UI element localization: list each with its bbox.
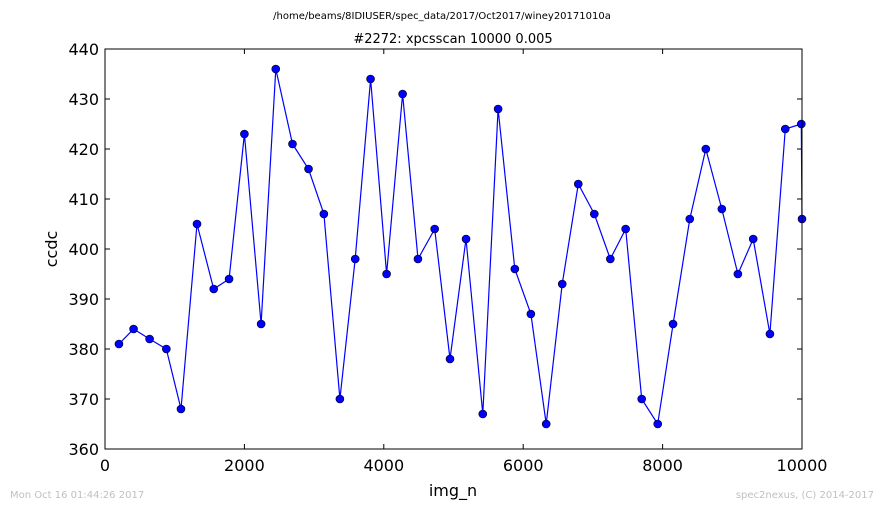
data-point bbox=[797, 119, 806, 129]
data-point bbox=[129, 324, 138, 334]
data-point bbox=[606, 254, 615, 264]
y-tick-label: 420 bbox=[68, 140, 99, 159]
data-point bbox=[162, 344, 171, 354]
y-tick-label: 430 bbox=[68, 90, 99, 109]
data-point bbox=[288, 139, 297, 149]
y-tick-label: 390 bbox=[68, 290, 99, 309]
data-point bbox=[224, 274, 234, 284]
y-tick-label: 380 bbox=[68, 340, 99, 359]
data-point bbox=[557, 279, 567, 289]
data-point bbox=[701, 144, 711, 154]
series-line bbox=[118, 68, 803, 426]
data-point bbox=[145, 334, 154, 344]
data-point bbox=[541, 419, 551, 429]
data-point bbox=[256, 319, 266, 329]
data-point bbox=[733, 269, 743, 279]
data-point bbox=[478, 409, 488, 419]
data-point bbox=[621, 224, 630, 234]
x-tick-label: 2000 bbox=[224, 456, 265, 475]
data-point bbox=[413, 254, 423, 264]
data-point bbox=[445, 354, 455, 364]
data-point bbox=[668, 319, 678, 329]
x-tick-label: 6000 bbox=[503, 456, 544, 475]
data-point bbox=[176, 404, 186, 414]
y-tick-label: 400 bbox=[68, 240, 99, 259]
x-tick-label: 8000 bbox=[642, 456, 683, 475]
plot-frame bbox=[104, 48, 803, 450]
data-point bbox=[510, 264, 520, 274]
x-axis-label: img_n bbox=[429, 481, 477, 501]
data-point bbox=[382, 269, 391, 279]
data-point bbox=[366, 74, 375, 84]
y-axis-label: ccdc bbox=[42, 231, 61, 268]
data-point bbox=[637, 394, 646, 404]
x-tick-label: 4000 bbox=[363, 456, 404, 475]
chart-suptitle: /home/beams/8IDIUSER/spec_data/2017/Oct2… bbox=[273, 11, 611, 22]
y-tick-label: 440 bbox=[68, 40, 99, 59]
axis-ticks: 0 2000 4000 6000 8000 10000 360 370 380 390 400 410… bbox=[68, 40, 827, 475]
footer-credit: spec2nexus, (C) 2014-2017 bbox=[735, 490, 874, 501]
data-point bbox=[114, 339, 124, 349]
data-point bbox=[717, 204, 727, 214]
y-tick-label: 360 bbox=[68, 440, 99, 459]
data-point bbox=[240, 129, 249, 139]
data-point bbox=[589, 209, 599, 219]
y-tick-label: 410 bbox=[68, 190, 99, 209]
data-point bbox=[461, 234, 471, 244]
data-point bbox=[350, 254, 360, 264]
data-point bbox=[430, 224, 439, 234]
data-point bbox=[685, 214, 695, 224]
data-point bbox=[335, 394, 345, 404]
y-tick-label: 370 bbox=[68, 390, 99, 409]
data-point bbox=[493, 104, 503, 114]
data-point bbox=[748, 234, 758, 244]
x-tick-label: 0 bbox=[100, 456, 110, 475]
footer-timestamp: Mon Oct 16 01:44:26 2017 bbox=[10, 490, 145, 501]
data-point bbox=[398, 89, 407, 99]
data-point bbox=[209, 284, 219, 294]
data-point bbox=[765, 329, 775, 339]
data-point bbox=[271, 64, 281, 74]
x-tick-label: 10000 bbox=[777, 456, 828, 475]
plot-series bbox=[114, 64, 807, 429]
data-point bbox=[573, 179, 583, 189]
data-point bbox=[780, 124, 790, 134]
data-point bbox=[304, 164, 313, 174]
data-point bbox=[192, 219, 202, 229]
chart-title: #2272: xpcsscan 10000 0.005 bbox=[353, 32, 552, 47]
data-point bbox=[526, 309, 536, 319]
data-point bbox=[319, 209, 329, 219]
data-point bbox=[653, 419, 663, 429]
